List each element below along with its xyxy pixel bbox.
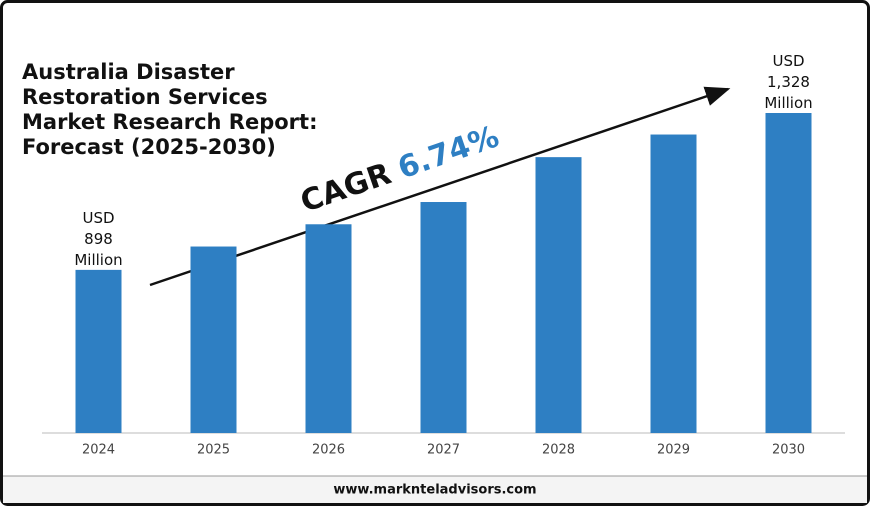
x-tick-label: 2025 xyxy=(197,443,230,458)
x-tick-label: 2026 xyxy=(312,443,345,458)
x-tick-label: 2024 xyxy=(82,443,115,458)
source: www.marknteladvisors.com xyxy=(333,483,536,498)
bar xyxy=(535,157,582,434)
bar xyxy=(765,113,812,433)
bar xyxy=(650,134,697,434)
footer-band xyxy=(3,476,867,503)
data-label: USD 898 Million xyxy=(74,208,122,268)
x-tick-label: 2030 xyxy=(772,443,805,458)
x-tick-label: 2028 xyxy=(542,443,575,458)
x-tick-label: 2027 xyxy=(427,443,460,458)
bar xyxy=(305,224,352,433)
data-label: USD 1,328 Million xyxy=(764,52,812,112)
chart-title: Australia Disaster Restoration Services … xyxy=(22,60,318,159)
x-tick-label: 2029 xyxy=(657,443,690,458)
trend-arrow xyxy=(149,86,731,287)
bar xyxy=(75,269,122,433)
bar xyxy=(420,202,467,433)
bar xyxy=(190,246,237,433)
